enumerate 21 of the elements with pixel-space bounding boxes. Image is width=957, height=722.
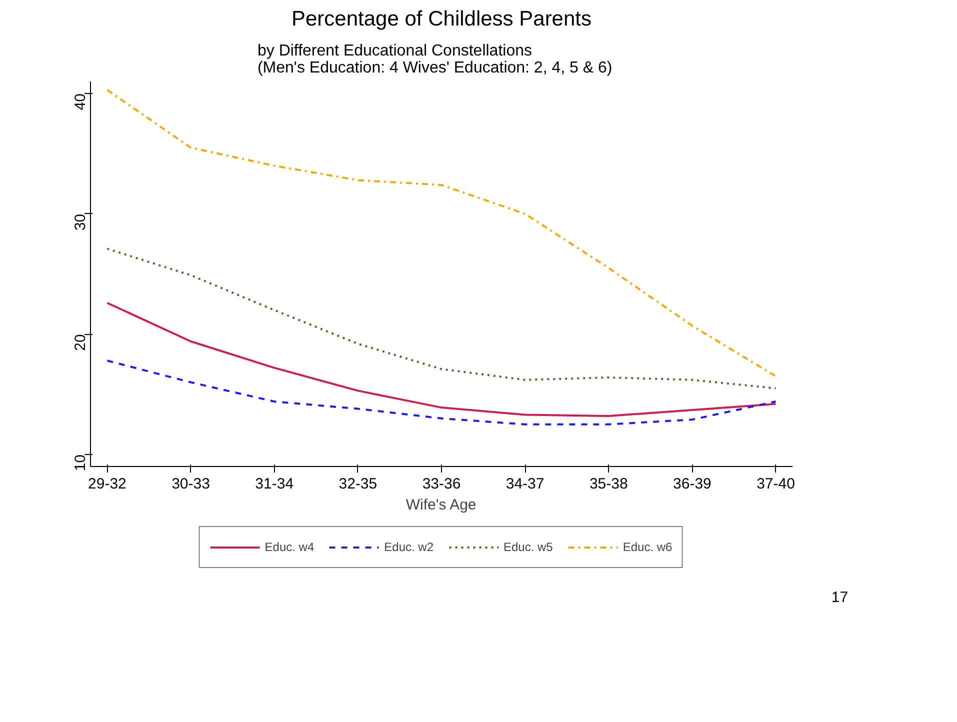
legend-label: Educ. w6 bbox=[622, 540, 672, 554]
text: 17 bbox=[831, 589, 848, 606]
legend-label: Educ. w4 bbox=[264, 540, 314, 554]
y-tick-label: 40 bbox=[72, 94, 89, 110]
chart-subtitle: by Different Educational Constellations (Men's Education: 4 Wives' Education: 2, 4, 5 & 6) bbox=[257, 42, 612, 76]
x-tick-label: 34-37 bbox=[506, 476, 544, 492]
y-tick-label: 10 bbox=[72, 454, 89, 472]
x-tick-label: 35-38 bbox=[589, 476, 628, 492]
legend-label: Educ. w5 bbox=[504, 540, 553, 554]
x-axis-title: Wife's Age bbox=[406, 496, 476, 514]
y-tick-label: 30 bbox=[72, 214, 89, 231]
y-tick-label: 20 bbox=[72, 334, 89, 351]
x-tick-label: 29-32 bbox=[88, 476, 126, 492]
x-tick-label: 30-33 bbox=[172, 476, 210, 492]
x-tick-label: 37-40 bbox=[756, 476, 795, 492]
x-tick-label: 36-39 bbox=[673, 476, 712, 492]
x-tick-label: 31-34 bbox=[255, 476, 294, 492]
x-tick-label: 33-36 bbox=[422, 476, 461, 492]
x-tick-label: 32-35 bbox=[338, 476, 378, 492]
chart-title: Percentage of Childless Parents bbox=[292, 8, 592, 30]
legend-label: Educ. w2 bbox=[384, 540, 434, 554]
